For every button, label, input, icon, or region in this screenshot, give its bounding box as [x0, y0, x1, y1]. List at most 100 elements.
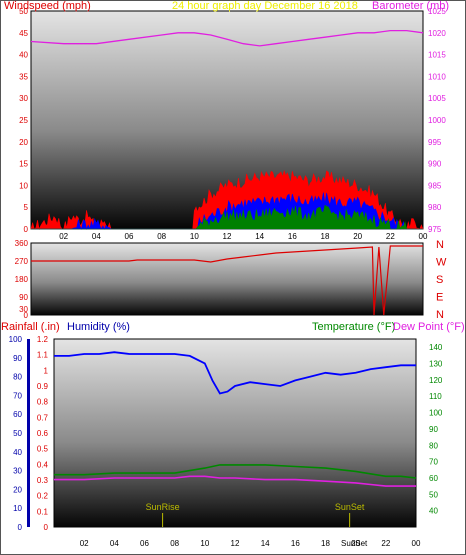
temperature-tick: 70 — [429, 458, 438, 467]
temperature-tick: 130 — [429, 360, 443, 369]
direction-tick: 360 — [15, 239, 29, 248]
x-tick: 02 — [80, 539, 89, 548]
windspeed-axis-label: Windspeed (mph) — [4, 0, 91, 12]
humidity-tick-labels: 0 10 20 30 40 50 60 70 80 90 100 — [9, 335, 23, 532]
temperature-tick: 40 — [429, 507, 438, 516]
humidity-tick: 30 — [13, 467, 22, 476]
humidity-x-tick-labels: 02 04 06 08 10 12 14 16 18 20 22 00 — [80, 539, 421, 548]
barometer-tick: 995 — [428, 138, 442, 147]
x-tick: 12 — [231, 539, 240, 548]
x-tick: 04 — [110, 539, 119, 548]
line-temperature — [54, 464, 417, 479]
humidity-tick: 50 — [13, 429, 22, 438]
x-tick: 14 — [255, 232, 264, 241]
barometer-tick: 980 — [428, 203, 442, 212]
humidity-tick: 90 — [13, 354, 22, 363]
humidity-tick: 20 — [13, 485, 22, 494]
sun-label: SunSet — [335, 502, 365, 512]
barometer-tick: 985 — [428, 181, 442, 190]
barometer-tick-labels: 975 980 985 990 995 1000 1005 1010 1015 1020 1025 — [428, 7, 446, 234]
humidity-tick: 10 — [13, 504, 22, 513]
x-tick: 00 — [419, 232, 428, 241]
rainfall-tick: 0 — [44, 523, 49, 532]
barometer-axis-label: Barometer (mb) — [372, 0, 449, 12]
x-tick: 22 — [381, 539, 390, 548]
x-tick: 18 — [321, 539, 330, 548]
x-tick: 14 — [261, 539, 270, 548]
compass-label: N — [436, 309, 444, 321]
x-tick: 00 — [412, 539, 421, 548]
rainfall-axis-label: Rainfall (.in) — [1, 321, 60, 333]
x-tick: 08 — [170, 539, 179, 548]
x-tick: 20 — [353, 232, 362, 241]
compass-label: W — [436, 257, 447, 269]
windspeed-tick: 20 — [19, 138, 28, 147]
humidity-temperature-panel: Rainfall (.in) Humidity (%) Temperature … — [1, 321, 465, 548]
windspeed-tick: 30 — [19, 94, 28, 103]
x-tick: 10 — [190, 232, 199, 241]
direction-tick: 90 — [19, 293, 28, 302]
x-tick: 16 — [291, 539, 300, 548]
windspeed-tick: 0 — [24, 225, 29, 234]
direction-plot-area — [30, 242, 424, 316]
x-tick: 22 — [386, 232, 395, 241]
windspeed-tick: 40 — [19, 51, 28, 60]
temperature-tick: 90 — [429, 425, 438, 434]
sun-label: SunRise — [146, 502, 180, 512]
compass-label: S — [436, 274, 443, 286]
temperature-tick: 100 — [429, 409, 443, 418]
x-tick: 08 — [157, 232, 166, 241]
humidity-axis-label: Humidity (%) — [67, 321, 130, 333]
sunset-axis-label: SunSet — [341, 539, 368, 548]
direction-series-group — [31, 245, 423, 316]
rainfall-tick: 0.4 — [37, 460, 49, 469]
sun-annotations: SunRise SunSet SunSet — [146, 502, 368, 548]
barometer-line — [30, 29, 424, 47]
chart-title: 24 hour graph day December 16 2018 — [172, 0, 358, 12]
temperature-tick: 120 — [429, 376, 443, 385]
direction-tick: 0 — [24, 311, 29, 320]
rainfall-tick: 1.1 — [37, 351, 49, 360]
x-tick: 04 — [92, 232, 101, 241]
x-tick: 06 — [125, 232, 134, 241]
rainfall-tick: 0.6 — [37, 429, 49, 438]
humidity-tick: 100 — [9, 335, 23, 344]
rainfall-tick: 0.9 — [37, 382, 49, 391]
rainfall-tick-labels: 0 0.1 0.2 0.3 0.4 0.5 0.6 0.7 0.8 0.9 1 1.1 1.2 — [37, 335, 49, 532]
temperature-axis-label: Temperature (°F) — [312, 321, 395, 333]
x-tick: 12 — [223, 232, 232, 241]
windspeed-tick: 15 — [19, 160, 28, 169]
barometer-tick: 1000 — [428, 116, 446, 125]
barometer-tick: 1005 — [428, 94, 446, 103]
x-tick: 10 — [200, 539, 209, 548]
humidity-tick: 60 — [13, 410, 22, 419]
wind-series-group — [30, 29, 424, 231]
humidity-plot-area — [53, 338, 417, 528]
compass-label: N — [436, 239, 444, 251]
wind-x-tick-labels: 02 04 06 08 10 12 14 16 18 20 22 00 — [59, 232, 428, 241]
rainfall-axis-bar — [27, 339, 30, 527]
compass-label: E — [436, 292, 443, 304]
rainfall-tick: 0.2 — [37, 492, 49, 501]
dewpoint-axis-label: Dew Point (°F) — [393, 321, 465, 333]
humidity-tick: 40 — [13, 448, 22, 457]
barometer-tick: 1020 — [428, 29, 446, 38]
line-dew-point — [54, 475, 416, 487]
x-tick: 18 — [321, 232, 330, 241]
x-tick: 20 — [351, 539, 360, 548]
windspeed-tick: 45 — [19, 29, 28, 38]
humidity-tick: 70 — [13, 391, 22, 400]
rainfall-tick: 0.1 — [37, 507, 49, 516]
windspeed-tick: 10 — [19, 181, 28, 190]
direction-tick-labels: 030 90 180 270 360 — [15, 239, 29, 320]
wind-barometer-panel: Windspeed (mph) 24 hour graph day Decemb… — [4, 0, 449, 241]
temperature-tick: 140 — [429, 343, 443, 352]
humidity-tick: 80 — [13, 373, 22, 382]
direction-tick: 30 — [19, 305, 28, 314]
wind-direction-line — [31, 245, 423, 316]
rainfall-tick: 1.2 — [37, 335, 49, 344]
x-tick: 06 — [140, 539, 149, 548]
windspeed-tick-labels: 0 5 10 15 20 25 30 35 40 45 50 — [19, 7, 28, 234]
